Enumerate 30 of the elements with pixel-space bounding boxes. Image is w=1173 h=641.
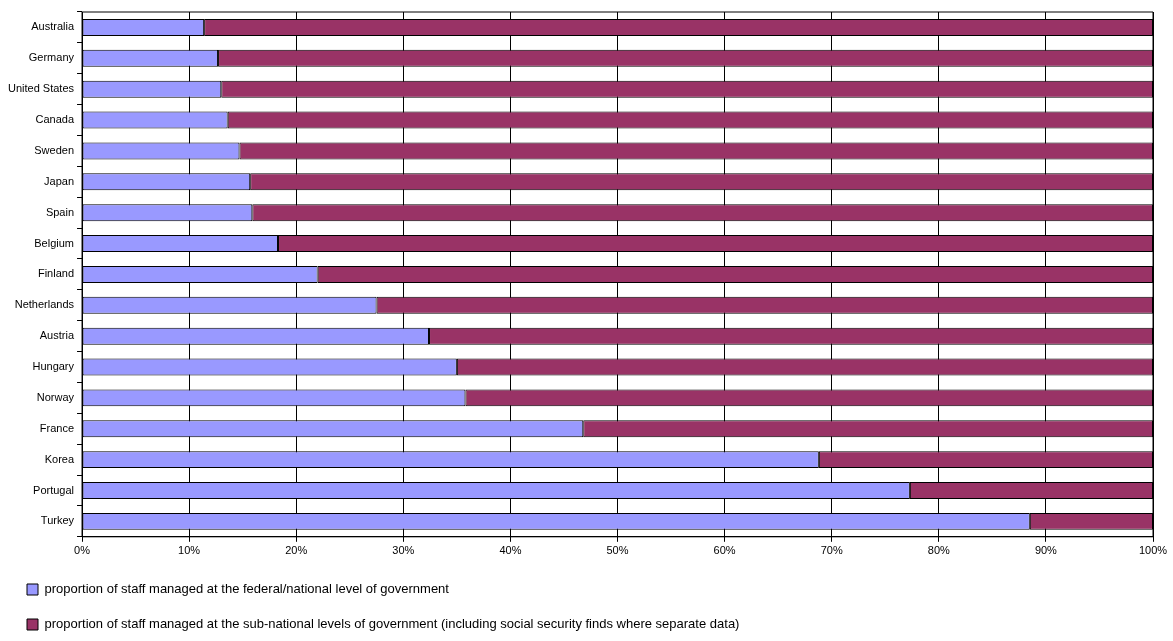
y-tick-label: Netherlands (14, 298, 75, 311)
y-tick-label: Belgium (34, 236, 75, 249)
x-tick-label: 10% (178, 544, 201, 557)
y-tick-label: Germany (28, 51, 75, 64)
y-tick-label: Hungary (32, 360, 75, 373)
x-tick-label: 90% (1034, 544, 1058, 557)
x-tick-label: 20% (285, 544, 308, 557)
y-tick-label: Japan (44, 174, 75, 187)
legend-label: proportion of staff managed at the federal/national level of government (44, 581, 450, 597)
y-tick-label: France (39, 421, 75, 434)
x-tick-label: 80% (927, 544, 951, 557)
x-tick-label: 100% (1138, 544, 1168, 557)
y-tick-label: Spain (45, 205, 75, 218)
legend-label: proportion of staff managed at the sub-national levels of government (including social security finds where separate data) (44, 616, 740, 632)
y-tick-label: Finland (37, 267, 75, 280)
x-tick-label: 30% (392, 544, 415, 557)
y-tick-label: Australia (31, 20, 75, 33)
x-tick-label: 40% (499, 544, 522, 557)
y-tick-label: United States (7, 82, 75, 95)
y-tick-label: Turkey (40, 514, 75, 527)
y-tick-label: Sweden (34, 143, 75, 156)
x-tick-label: 50% (606, 544, 629, 557)
x-tick-label: 0% (74, 544, 91, 557)
y-tick-label: Norway (36, 390, 75, 403)
y-tick-label: Austria (39, 329, 75, 342)
x-tick-label: 60% (713, 544, 736, 557)
x-tick-label: 70% (820, 544, 843, 557)
y-tick-label: Korea (44, 452, 75, 465)
y-tick-label: Portugal (33, 483, 75, 496)
y-tick-label: Canada (35, 113, 75, 126)
